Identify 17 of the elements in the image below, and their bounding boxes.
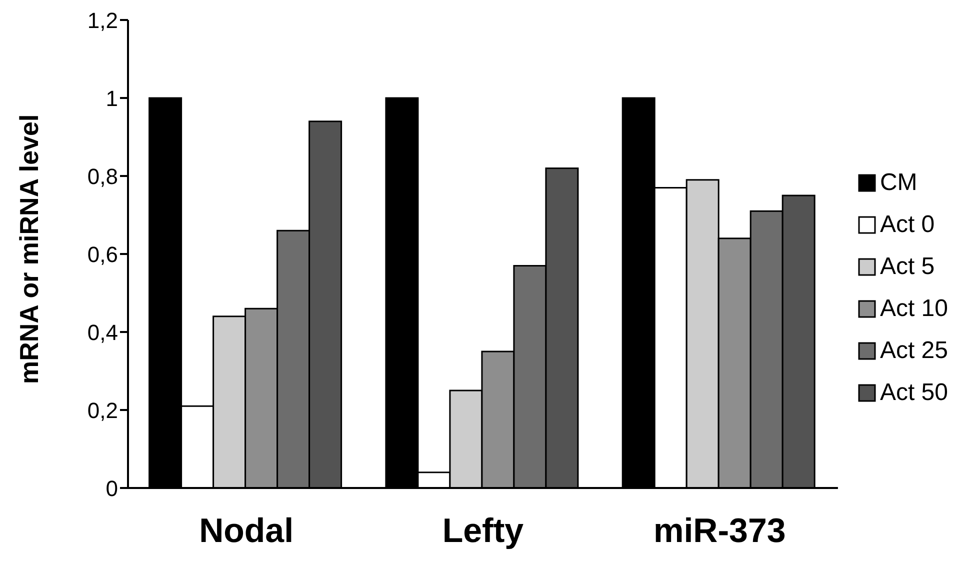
y-tick-label: 0 <box>106 476 118 501</box>
legend-label: Act 25 <box>880 337 948 365</box>
legend-label: Act 10 <box>880 295 948 323</box>
x-tick-label: Lefty <box>442 512 524 550</box>
y-tick-label: 0,6 <box>87 242 118 267</box>
legend-label: Act 0 <box>880 211 935 239</box>
x-tick-label: miR-373 <box>653 512 786 550</box>
y-tick-label: 0,4 <box>87 320 118 345</box>
y-tick-label: 1 <box>106 86 118 111</box>
y-tick-label: 1,2 <box>87 8 118 33</box>
y-tick-label: 0,8 <box>87 164 118 189</box>
y-tick-label: 0,2 <box>87 398 118 423</box>
legend-label: Act 50 <box>880 379 948 407</box>
legend-label: CM <box>880 169 918 197</box>
y-axis-title: mRNA or miRNA level <box>14 114 44 384</box>
x-tick-label: Nodal <box>199 512 294 550</box>
legend-label: Act 5 <box>880 253 935 281</box>
